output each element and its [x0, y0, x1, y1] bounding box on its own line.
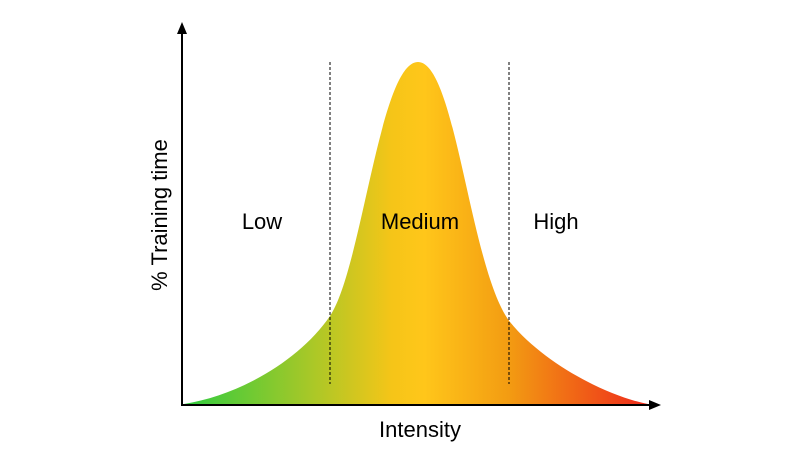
training-distribution-curve	[184, 62, 648, 404]
zone-label-medium: Medium	[381, 209, 459, 234]
zone-label-low: Low	[242, 209, 282, 234]
x-axis-label: Intensity	[379, 417, 461, 442]
x-axis-arrow-icon	[649, 400, 661, 410]
y-axis-arrow-icon	[177, 22, 187, 34]
zone-label-high: High	[533, 209, 578, 234]
y-axis-label: % Training time	[147, 139, 172, 291]
